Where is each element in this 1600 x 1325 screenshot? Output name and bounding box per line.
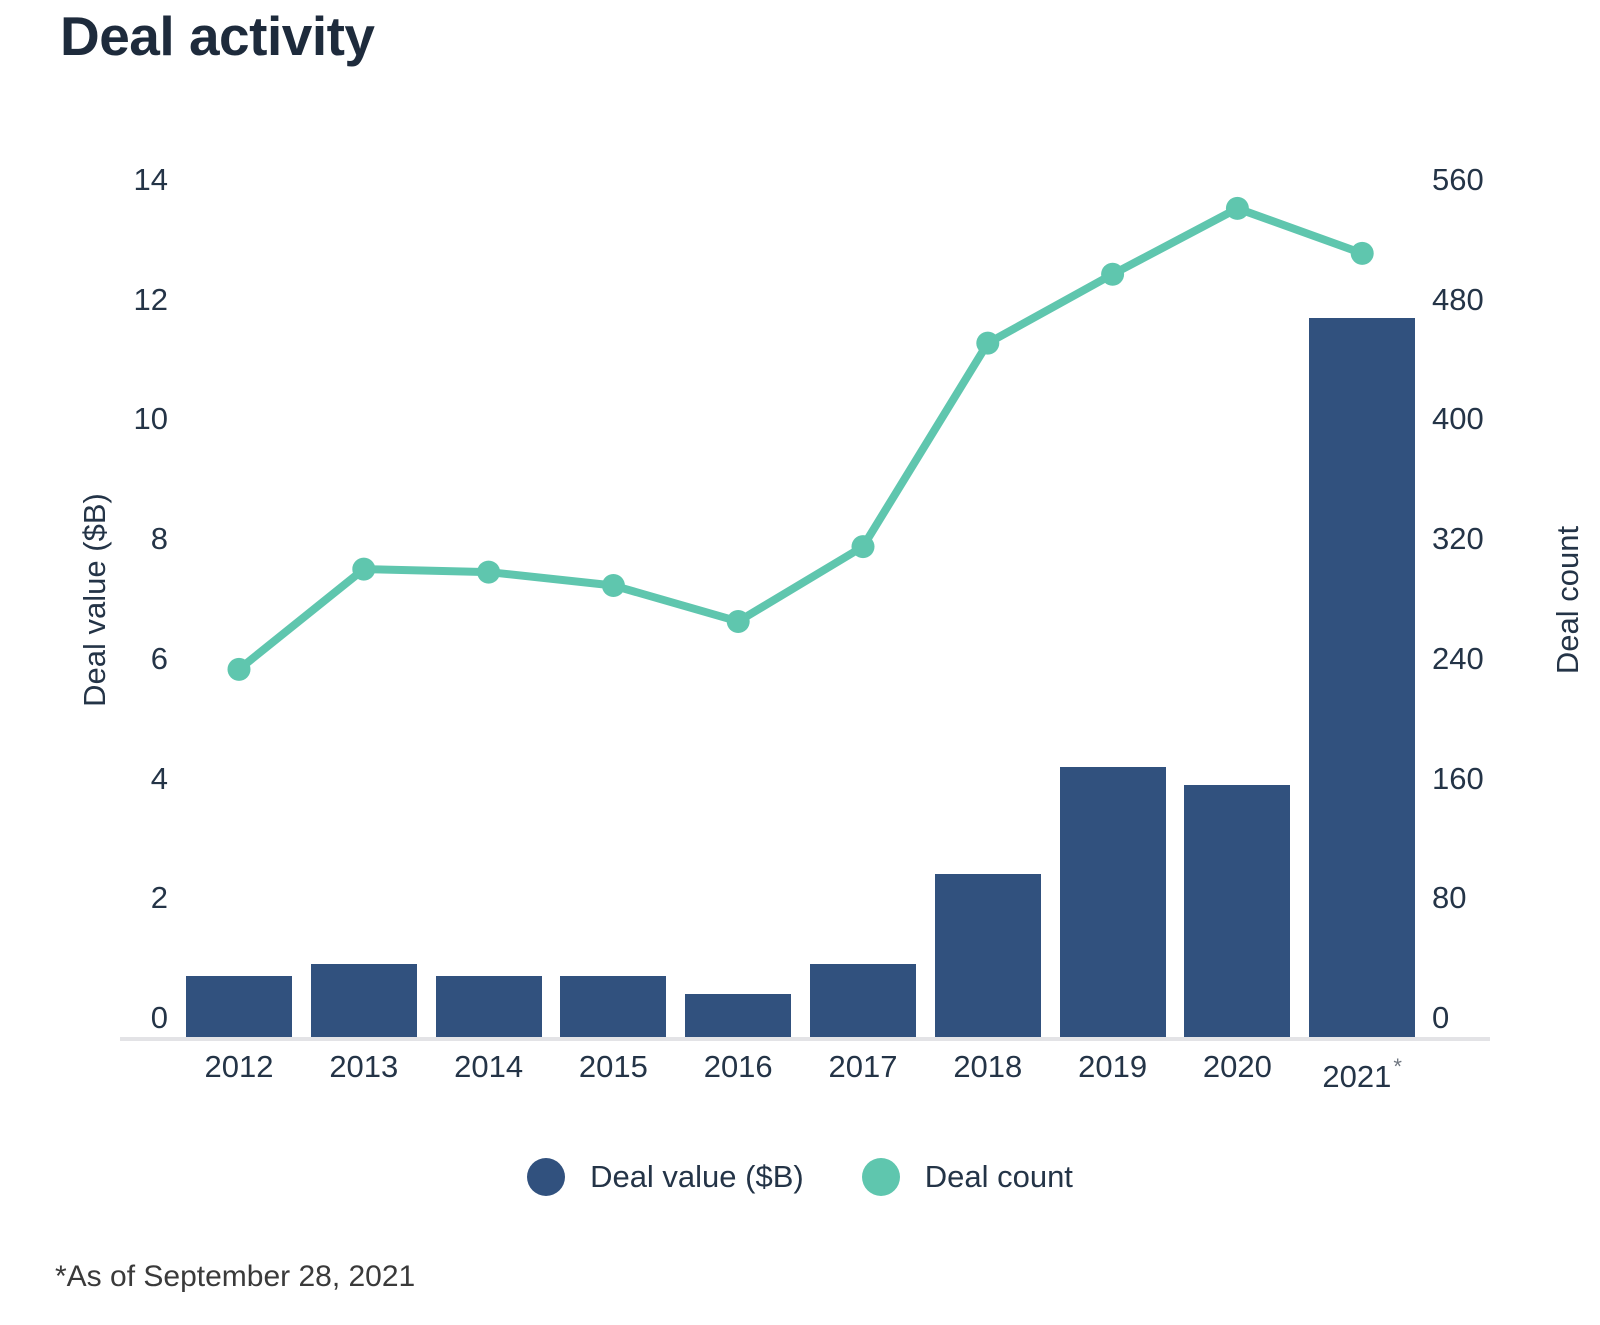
deal-value-bar-2014[interactable] — [435, 976, 542, 1037]
left-axis-tick-14: 14 — [133, 162, 168, 197]
left-axis-title: Deal value ($B) — [77, 493, 112, 707]
deal-value-bar-2019[interactable] — [1059, 766, 1166, 1037]
deal-value-bar-2018[interactable] — [934, 874, 1041, 1037]
right-axis-tick-240: 240 — [1432, 640, 1484, 676]
footnote-asterisk: * — [1393, 1054, 1402, 1079]
deal-count-point-2013[interactable] — [352, 557, 376, 581]
deal-count-point-2018[interactable] — [976, 331, 1000, 355]
deal-count-point-2021[interactable] — [1350, 241, 1374, 265]
x-axis-label-2017: 2017 — [828, 1049, 898, 1084]
x-axis-label-2014: 2014 — [454, 1049, 524, 1084]
right-axis-tick-160: 160 — [1432, 760, 1484, 796]
deal-count-point-2019[interactable] — [1101, 262, 1125, 286]
legend-label-deal-count: Deal count — [924, 1159, 1073, 1194]
left-axis-tick-0: 0 — [150, 1000, 168, 1035]
x-axis-label-2021: 2021* — [1322, 1054, 1402, 1094]
legend-item-deal-value[interactable]: Deal value ($B) — [527, 1158, 804, 1196]
legend: Deal value ($B) Deal count — [0, 1158, 1600, 1196]
left-axis-tick-10: 10 — [133, 401, 168, 437]
right-axis-tick-0: 0 — [1432, 1000, 1450, 1035]
left-axis-tick-6: 6 — [150, 640, 168, 676]
deal-count-point-2016[interactable] — [726, 609, 750, 633]
deal-value-bar-2020[interactable] — [1184, 784, 1291, 1037]
left-axis-tick-4: 4 — [150, 760, 168, 796]
right-axis-tick-480: 480 — [1432, 281, 1484, 317]
x-axis-label-2019: 2019 — [1078, 1049, 1148, 1084]
deal-count-point-2014[interactable] — [477, 560, 501, 584]
deal-value-bar-2013[interactable] — [310, 964, 417, 1037]
right-axis-tick-560: 560 — [1432, 162, 1484, 197]
x-axis-label-2012: 2012 — [204, 1049, 274, 1084]
deal-count-point-2015[interactable] — [601, 574, 625, 598]
deal-value-bar-2017[interactable] — [810, 964, 916, 1037]
deal-value-legend-swatch — [527, 1158, 566, 1196]
deal-count-point-2020[interactable] — [1225, 196, 1249, 220]
x-axis-label-2013: 2013 — [329, 1049, 399, 1084]
deal-count-line — [235, 204, 1367, 674]
deal-count-point-2012[interactable] — [227, 657, 251, 681]
x-axis-line — [120, 1037, 1490, 1041]
legend-label-deal-value: Deal value ($B) — [590, 1159, 804, 1194]
right-axis-tick-400: 400 — [1432, 401, 1484, 437]
left-axis-tick-12: 12 — [133, 281, 168, 317]
x-axis-label-2015: 2015 — [578, 1049, 648, 1084]
legend-item-deal-count[interactable]: Deal count — [861, 1158, 1073, 1196]
footnote: *As of September 28, 2021 — [55, 1260, 416, 1293]
right-axis-tick-320: 320 — [1432, 521, 1484, 557]
deal-value-bar-2015[interactable] — [560, 976, 667, 1037]
left-axis-tick-8: 8 — [150, 521, 168, 557]
x-axis-label-2018: 2018 — [953, 1049, 1023, 1084]
x-axis-label-2016: 2016 — [703, 1049, 773, 1084]
deal-count-legend-swatch — [861, 1158, 900, 1196]
x-axis-label-2020: 2020 — [1202, 1049, 1272, 1084]
deal-count-point-2017[interactable] — [851, 535, 875, 559]
right-axis-title: Deal count — [1550, 525, 1585, 675]
right-axis-tick-80: 80 — [1432, 880, 1467, 916]
deal-value-bar-2012[interactable] — [186, 976, 292, 1037]
deal-value-bar-2021[interactable] — [1309, 317, 1416, 1037]
chart-title: Deal activity — [60, 5, 375, 67]
deal-value-bar-2016[interactable] — [685, 994, 792, 1037]
left-axis-tick-2: 2 — [150, 880, 168, 916]
